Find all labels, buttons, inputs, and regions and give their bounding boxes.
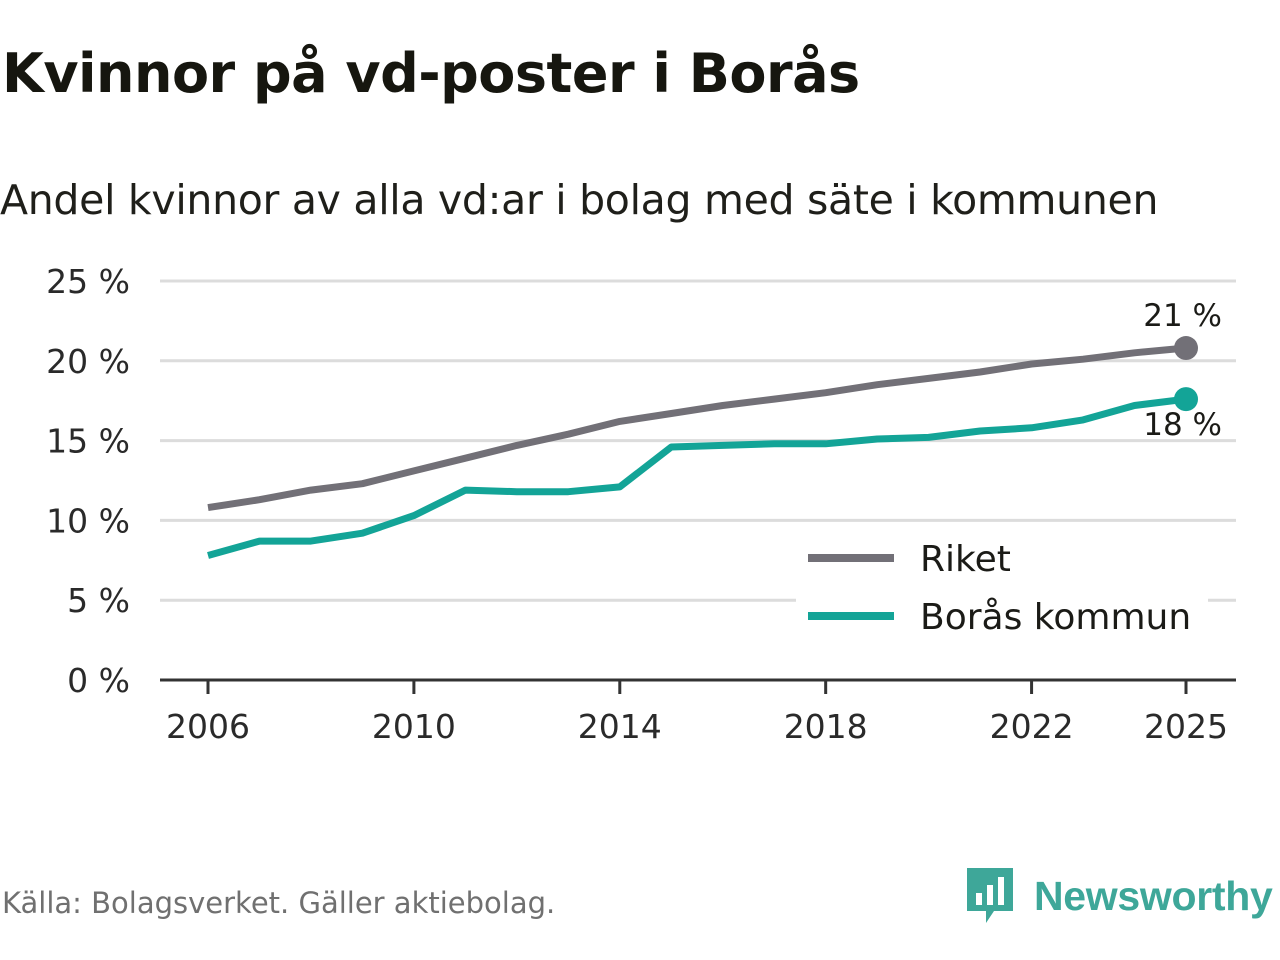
y-tick-label: 10 %: [46, 501, 130, 540]
end-marker-bor-s-kommun: [1174, 387, 1198, 412]
x-tick-label: 2006: [166, 707, 250, 746]
end-marker-riket: [1174, 336, 1198, 361]
series-line-riket: [207, 344, 1187, 512]
end-label-bor-s-kommun: 18 %: [1143, 407, 1222, 443]
chart-subtitle: Andel kvinnor av alla vd:ar i bolag med …: [0, 176, 1159, 224]
x-tick-label: 2025: [1144, 707, 1228, 746]
y-tick-label: 5 %: [67, 581, 130, 620]
x-tick-label: 2018: [784, 707, 868, 746]
source-note: Källa: Bolagsverket. Gäller aktiebolag.: [2, 886, 556, 920]
y-tick-label: 20 %: [46, 342, 130, 381]
newsworthy-logo-icon: [967, 868, 1013, 923]
chart-title: Kvinnor på vd-poster i Borås: [2, 42, 860, 105]
x-tick-label: 2010: [372, 707, 456, 746]
end-label-riket: 21 %: [1143, 298, 1222, 334]
series-line-bor-s-kommun: [207, 395, 1187, 559]
x-tick-label: 2014: [578, 707, 662, 746]
y-tick-label: 15 %: [46, 422, 130, 461]
brand-name: Newsworthy: [1034, 872, 1273, 919]
legend-label-bor-s-kommun: Borås kommun: [920, 597, 1191, 638]
legend-label-riket: Riket: [920, 539, 1011, 580]
x-tick-label: 2022: [990, 707, 1074, 746]
y-tick-label: 0 %: [67, 661, 130, 700]
y-tick-label: 25 %: [46, 262, 130, 301]
brand-logo: Newsworthy: [964, 864, 1278, 928]
